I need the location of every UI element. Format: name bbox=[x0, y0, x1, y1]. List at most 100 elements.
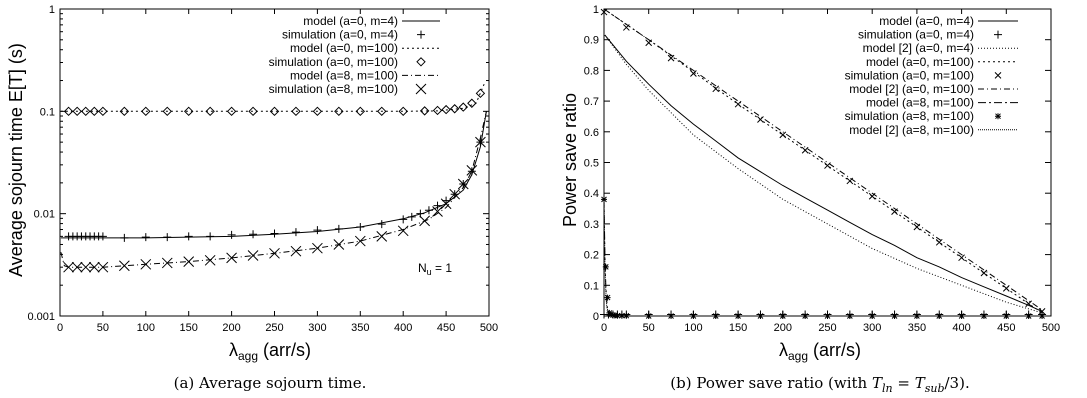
data-point bbox=[475, 88, 486, 99]
data-point bbox=[71, 261, 83, 273]
data-point bbox=[81, 106, 91, 117]
data-point bbox=[98, 232, 107, 241]
series-4 bbox=[60, 111, 487, 268]
x-tick-label: 250 bbox=[265, 322, 283, 334]
y-tick-label: 1 bbox=[49, 4, 55, 16]
data-point bbox=[205, 106, 215, 117]
data-point bbox=[602, 263, 609, 270]
data-point bbox=[313, 226, 322, 235]
data-point bbox=[312, 106, 323, 117]
annotation-nu: Nu = 1 bbox=[418, 261, 452, 277]
y-tick-label: 1 bbox=[593, 4, 599, 16]
x-tick-label: 50 bbox=[97, 322, 109, 334]
y-tick-label: 0.1 bbox=[40, 106, 55, 118]
data-point bbox=[734, 100, 742, 108]
legend-label: model (a=8, m=100) bbox=[290, 68, 398, 82]
data-point bbox=[88, 261, 100, 273]
data-point bbox=[1039, 313, 1046, 319]
x-tick-label: 300 bbox=[863, 322, 881, 334]
x-tick-label: 200 bbox=[222, 322, 240, 334]
x-tick-label: 150 bbox=[180, 322, 198, 334]
series-2 bbox=[604, 34, 1043, 314]
x-tick-label: 350 bbox=[351, 322, 369, 334]
data-point bbox=[183, 106, 194, 117]
data-point bbox=[140, 258, 152, 270]
x-tick-label: 500 bbox=[480, 322, 498, 334]
legend-swatch bbox=[994, 72, 1002, 79]
data-point bbox=[161, 257, 173, 269]
legend-label: simulation (a=0, m=100) bbox=[269, 55, 398, 69]
data-point bbox=[449, 188, 461, 200]
data-point bbox=[467, 98, 477, 108]
data-point bbox=[354, 235, 366, 247]
data-point bbox=[779, 131, 787, 139]
data-point bbox=[377, 220, 386, 229]
series-8 bbox=[603, 199, 614, 317]
plot-area: 0 50 100 150 200 250 300 350 400 450 500 0.001 0.01 0… bbox=[27, 4, 498, 334]
data-point bbox=[846, 313, 853, 319]
x-tick-label: 200 bbox=[774, 322, 792, 334]
data-point bbox=[312, 242, 323, 254]
data-point bbox=[63, 261, 74, 273]
data-point bbox=[432, 105, 443, 116]
data-point bbox=[457, 178, 469, 190]
data-point bbox=[333, 239, 345, 250]
data-point bbox=[433, 201, 442, 210]
y-tick-label: 0.7 bbox=[584, 96, 599, 108]
data-point bbox=[184, 232, 193, 241]
data-point bbox=[334, 106, 344, 117]
data-point bbox=[958, 254, 965, 262]
x-tick-label: 350 bbox=[908, 322, 926, 334]
series-1 bbox=[64, 138, 485, 242]
y-tick-label: 0.1 bbox=[584, 280, 599, 292]
data-point bbox=[356, 223, 365, 232]
data-point bbox=[779, 313, 786, 319]
data-point bbox=[980, 269, 988, 277]
data-point bbox=[467, 167, 476, 176]
caption-a: (a) Average sojourn time. bbox=[174, 374, 367, 392]
data-point bbox=[247, 250, 259, 261]
series-4 bbox=[600, 8, 1046, 315]
data-point bbox=[614, 312, 621, 319]
data-point bbox=[645, 313, 652, 319]
data-point bbox=[162, 106, 172, 117]
data-point bbox=[690, 70, 697, 77]
data-point bbox=[141, 233, 150, 242]
series-line bbox=[60, 82, 486, 112]
data-point bbox=[269, 247, 280, 259]
data-point bbox=[248, 106, 258, 117]
x-tick-label: 450 bbox=[437, 322, 455, 334]
caption-b: (b) Power save ratio (with Tln = Tsub/3)… bbox=[670, 374, 969, 395]
y-tick-label: 0.5 bbox=[584, 158, 599, 170]
series-line bbox=[603, 8, 1043, 311]
data-point bbox=[377, 106, 387, 117]
data-point bbox=[204, 254, 216, 266]
x-tick-label: 300 bbox=[308, 322, 326, 334]
x-tick-label: 50 bbox=[643, 322, 655, 334]
y-axis-label: Power save ratio bbox=[560, 93, 580, 227]
data-point bbox=[757, 313, 764, 319]
x-tick-label: 500 bbox=[1042, 322, 1060, 334]
data-point bbox=[869, 313, 876, 319]
data-point bbox=[424, 206, 433, 215]
data-point bbox=[802, 313, 809, 319]
data-point bbox=[1003, 313, 1010, 319]
y-tick-label: 0.3 bbox=[584, 219, 599, 231]
x-tick-label: 400 bbox=[394, 322, 412, 334]
data-point bbox=[183, 256, 195, 267]
data-point bbox=[618, 312, 625, 319]
legend-label: simulation (a=8, m=100) bbox=[269, 82, 398, 96]
legend-label: model (a=0, m=4) bbox=[879, 14, 974, 28]
data-point bbox=[226, 106, 237, 117]
series-2 bbox=[60, 82, 486, 112]
y-tick-label: 0.001 bbox=[27, 311, 55, 323]
y-tick-label: 0.6 bbox=[584, 127, 599, 139]
data-point bbox=[291, 228, 300, 237]
y-tick-label: 0.2 bbox=[584, 250, 599, 262]
data-point bbox=[440, 198, 452, 210]
legend-label: simulation (a=0, m=4) bbox=[282, 28, 398, 42]
data-point bbox=[269, 106, 280, 117]
data-point bbox=[801, 146, 809, 154]
data-point bbox=[913, 313, 920, 319]
legend-label: model (a=0, m=100) bbox=[290, 41, 398, 55]
